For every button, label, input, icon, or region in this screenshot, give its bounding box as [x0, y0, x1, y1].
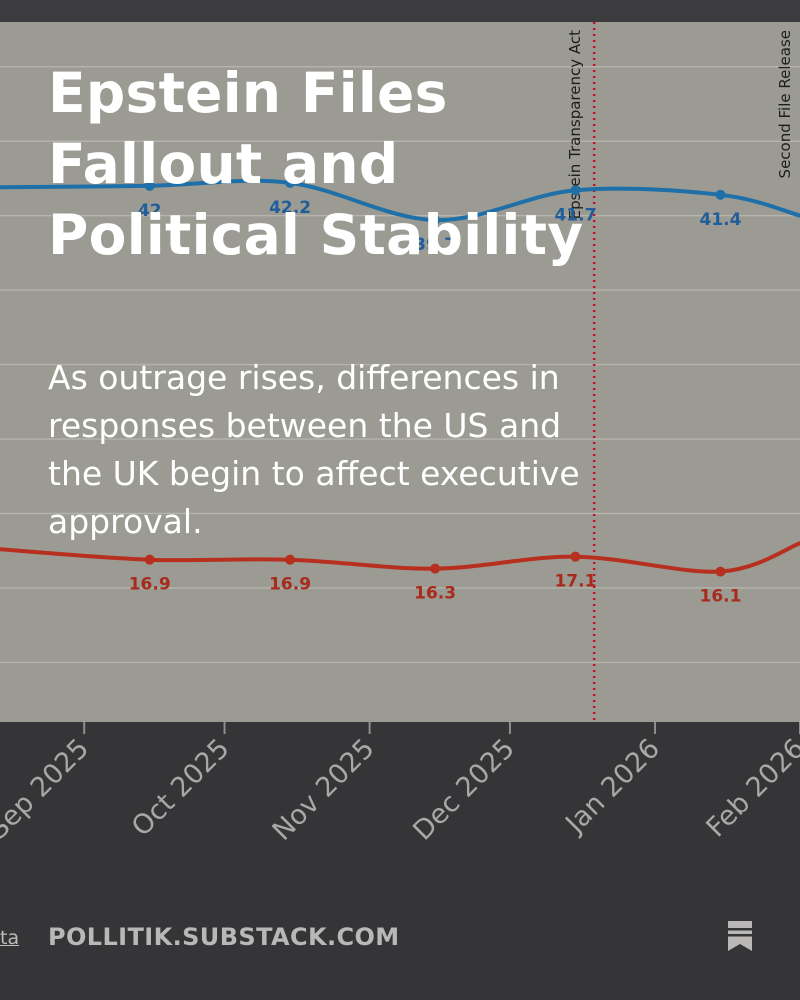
- data-point: [715, 189, 726, 200]
- data-label: 16.9: [129, 575, 171, 595]
- data-point: [430, 563, 441, 574]
- x-tick-label: Jan 2026: [559, 733, 666, 840]
- event-label: Second File Release: [776, 30, 794, 178]
- x-tick-label: Nov 2025: [267, 733, 381, 847]
- data-point: [144, 180, 155, 191]
- data-label: 42.2: [269, 198, 311, 218]
- plot-area: [0, 22, 800, 722]
- site-domain[interactable]: POLLITIK.SUBSTACK.COM: [48, 923, 400, 951]
- data-label: 39.7: [414, 235, 456, 255]
- approval-line-chart: Epstein Transparency Act Second File Rele…: [0, 22, 800, 847]
- data-point: [430, 215, 441, 226]
- series-group: [0, 177, 800, 577]
- data-point: [715, 566, 726, 577]
- data-label: 16.1: [699, 587, 741, 607]
- event-label: Epstein Transparency Act: [566, 30, 584, 219]
- x-tick-label: Dec 2025: [407, 733, 521, 847]
- grid-lines: [0, 65, 800, 664]
- x-tick-label: Sep 2025: [0, 733, 95, 846]
- x-tick-label: Feb 2026: [701, 733, 800, 843]
- data-labels: 42 42.2 39.7 41.7 41.4 16.9 16.9 16.3 17.1 16.1: [129, 198, 742, 607]
- footer: ta POLLITIK.SUBSTACK.COM: [0, 895, 800, 980]
- data-label: 16.9: [269, 575, 311, 595]
- data-point: [144, 554, 155, 565]
- source-link-fragment[interactable]: ta: [0, 927, 20, 949]
- data-point: [285, 554, 296, 565]
- data-label: 41.7: [554, 205, 596, 225]
- data-point: [285, 177, 296, 188]
- data-label: 17.1: [554, 572, 596, 592]
- data-label: 42: [138, 201, 162, 221]
- top-bar: [0, 0, 800, 22]
- data-point: [570, 185, 581, 196]
- x-axis: Sep 2025 Oct 2025 Nov 2025 Dec 2025 Jan 2026…: [0, 722, 800, 847]
- event-markers: Epstein Transparency Act Second File Rele…: [566, 22, 794, 722]
- data-label: 41.4: [699, 210, 741, 230]
- x-tick-label: Oct 2025: [126, 733, 236, 843]
- subtitle: As outrage rises, differences in respons…: [48, 358, 580, 541]
- headline: Epstein Files Fallout and Political Stab…: [48, 61, 584, 267]
- data-point: [570, 551, 581, 562]
- data-label: 16.3: [414, 584, 456, 604]
- bookmark-icon[interactable]: [726, 919, 754, 953]
